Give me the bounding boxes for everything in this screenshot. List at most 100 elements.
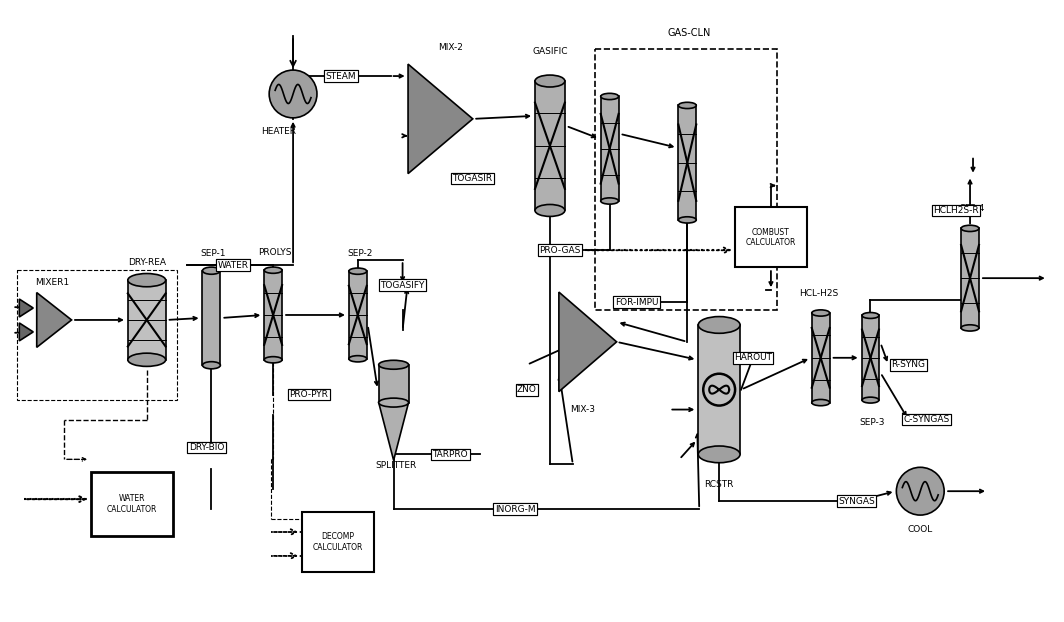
Text: TOGASIFY: TOGASIFY [381,281,425,290]
Text: SYNGAS: SYNGAS [838,496,875,506]
Text: MIXER1: MIXER1 [35,277,69,287]
Text: SYNGAS: SYNGAS [838,496,875,506]
Ellipse shape [535,205,565,216]
Bar [349,271,367,359]
Text: R-SYNG: R-SYNG [892,360,926,369]
Text: HCLH2S-R: HCLH2S-R [933,206,979,215]
Text: FOR-IMPU: FOR-IMPU [615,297,659,307]
Text: DRY-REA: DRY-REA [128,258,166,267]
Ellipse shape [679,102,696,109]
Text: WATER
CALCULATOR: WATER CALCULATOR [106,494,157,514]
Text: DECOMP
CALCULATOR: DECOMP CALCULATOR [313,532,363,552]
Bar [92,471,172,537]
Ellipse shape [698,446,741,463]
Text: TOGASIFY: TOGASIFY [381,281,425,290]
Polygon shape [19,299,33,317]
Text: TOGASIR: TOGASIR [452,174,493,183]
Ellipse shape [128,353,166,366]
Ellipse shape [601,93,618,100]
Bar [812,313,830,402]
Text: TOGASIR: TOGASIR [452,174,493,183]
Text: MIX-2: MIX-2 [438,43,463,52]
Ellipse shape [961,325,979,331]
Text: GASIFIC: GASIFIC [532,47,568,55]
Text: WATER: WATER [218,261,249,270]
Text: TARPRO: TARPRO [433,450,468,459]
Text: TARPRO: TARPRO [433,450,468,459]
Text: PRO-GAS: PRO-GAS [539,246,581,255]
Ellipse shape [128,274,166,287]
Ellipse shape [349,356,367,362]
Ellipse shape [812,310,830,316]
Text: INORG-M: INORG-M [495,504,535,514]
Polygon shape [559,292,617,392]
Text: INORG-M: INORG-M [495,504,535,514]
Bar [535,81,565,210]
Bar [961,228,979,328]
Text: PRO-PYR: PRO-PYR [289,390,329,399]
Text: COOL: COOL [908,524,933,534]
Bar [302,512,373,572]
Text: HAROUT: HAROUT [734,353,772,362]
Text: HCLH2S-R: HCLH2S-R [933,206,979,215]
Text: PRO-PYR: PRO-PYR [289,390,329,399]
Text: C-SYNGAS: C-SYNGAS [903,415,949,424]
Text: FOR-IMPU: FOR-IMPU [615,297,659,307]
Ellipse shape [601,198,618,204]
Polygon shape [37,292,71,347]
Text: SEP-4: SEP-4 [960,204,984,213]
Text: STEAM: STEAM [326,72,356,81]
Text: HAROUT: HAROUT [734,353,772,362]
Text: SEP-1: SEP-1 [201,249,227,258]
Text: HEATER: HEATER [261,128,296,136]
Text: C-SYNGAS: C-SYNGAS [903,415,949,424]
Ellipse shape [535,75,565,87]
Ellipse shape [862,397,879,403]
Ellipse shape [264,356,282,363]
Bar [264,270,282,360]
Text: RCSTR: RCSTR [704,480,734,489]
Bar [862,315,879,400]
Ellipse shape [961,225,979,231]
Text: DRY-BIO: DRY-BIO [188,443,225,452]
Bar [735,208,807,267]
Text: COMBUST
CALCULATOR: COMBUST CALCULATOR [746,228,796,247]
Bar [601,96,618,201]
Ellipse shape [679,217,696,223]
Ellipse shape [812,399,830,406]
Text: SEP-3: SEP-3 [860,418,885,427]
Text: HCL-H2S: HCL-H2S [799,289,838,297]
Bar [128,280,166,360]
Bar [698,325,741,454]
Ellipse shape [698,317,741,333]
Text: PROLYS: PROLYS [259,248,292,257]
Bar [17,270,177,399]
Text: WATER: WATER [218,261,249,270]
Text: GAS-CLN: GAS-CLN [667,28,711,38]
Ellipse shape [349,268,367,274]
Circle shape [896,467,944,515]
Text: R-SYNG: R-SYNG [892,360,926,369]
Ellipse shape [862,312,879,318]
Ellipse shape [202,361,220,369]
Circle shape [269,70,317,118]
Ellipse shape [264,267,282,273]
Text: SPLITTER: SPLITTER [375,461,416,470]
Polygon shape [409,64,472,174]
Text: SEP-2: SEP-2 [347,249,372,258]
Polygon shape [19,323,33,341]
Bar [202,271,220,365]
Polygon shape [379,402,409,460]
Text: DRY-BIO: DRY-BIO [188,443,225,452]
Ellipse shape [379,360,409,369]
Text: ZNO: ZNO [517,385,537,394]
Bar [379,364,409,402]
Bar [679,105,696,220]
Ellipse shape [379,398,409,407]
Text: STEAM: STEAM [326,72,356,81]
Ellipse shape [202,267,220,274]
Text: PRO-GAS: PRO-GAS [539,246,581,255]
Text: MIX-3: MIX-3 [570,405,595,414]
Bar [595,49,777,310]
Text: ZNO: ZNO [517,385,537,394]
